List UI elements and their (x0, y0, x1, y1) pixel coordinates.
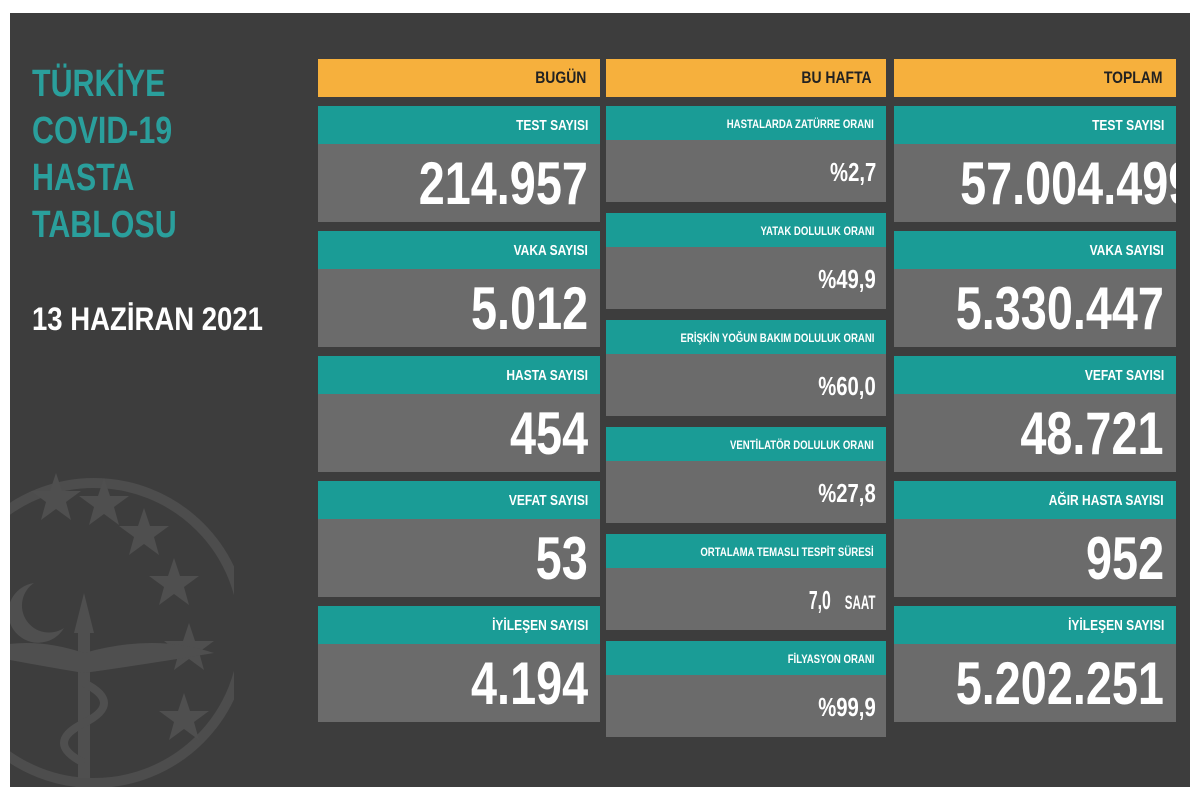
stat-value: 5.202.251 (894, 644, 1176, 722)
stat-value: 214.957 (318, 144, 600, 222)
stat-card: VEFAT SAYISI 48.721 (894, 356, 1176, 472)
stat-label: HASTA SAYISI (318, 356, 600, 394)
stat-label: VEFAT SAYISI (894, 356, 1176, 394)
rate-label: ORTALAMA TEMASLI TESPİT SÜRESİ (606, 534, 886, 568)
stat-value: 57.004.499 (894, 144, 1176, 222)
ministry-emblem-icon (10, 473, 234, 787)
stat-label: AĞIR HASTA SAYISI (894, 481, 1176, 519)
stat-label: TEST SAYISI (318, 106, 600, 144)
covid-table-board: TÜRKİYE COVID-19 HASTA TABLOSU 13 HAZİRA… (10, 13, 1190, 787)
stat-label: İYİLEŞEN SAYISI (894, 606, 1176, 644)
stat-card: İYİLEŞEN SAYISI 5.202.251 (894, 606, 1176, 722)
rate-card: ERİŞKİN YOĞUN BAKIM DOLULUK ORANI %60,0 (606, 320, 886, 416)
rate-value: %60,0 (606, 354, 886, 416)
title-line: TABLOSU (32, 204, 177, 246)
rate-label: VENTİLATÖR DOLULUK ORANI (606, 427, 886, 461)
stat-value: 454 (318, 394, 600, 472)
stat-label: VAKA SAYISI (318, 231, 600, 269)
stat-label: İYİLEŞEN SAYISI (318, 606, 600, 644)
rate-label: FİLYASYON ORANI (606, 641, 886, 675)
rate-label: HASTALARDA ZATÜRRE ORANI (606, 106, 886, 140)
stat-label: TEST SAYISI (894, 106, 1176, 144)
rate-value: %2,7 (606, 140, 886, 202)
today-header: BUGÜN (318, 59, 600, 97)
total-header: TOPLAM (894, 59, 1176, 97)
stat-card: VAKA SAYISI 5.012 (318, 231, 600, 347)
stat-value: 53 (318, 519, 600, 597)
rate-value: %27,8 (606, 461, 886, 523)
stat-value: 48.721 (894, 394, 1176, 472)
stat-value: 5.330.447 (894, 269, 1176, 347)
report-date: 13 HAZİRAN 2021 (32, 301, 263, 337)
stat-label: VAKA SAYISI (894, 231, 1176, 269)
page-title: TÜRKİYE COVID-19 HASTA TABLOSU (32, 61, 177, 249)
title-line: TÜRKİYE (32, 63, 166, 105)
stat-card: VEFAT SAYISI 53 (318, 481, 600, 597)
rate-label: YATAK DOLULUK ORANI (606, 213, 886, 247)
stat-value: 952 (894, 519, 1176, 597)
week-column: BU HAFTA HASTALARDA ZATÜRRE ORANI %2,7 Y… (606, 59, 886, 748)
rate-unit: SAAT (845, 593, 876, 614)
stat-card: HASTA SAYISI 454 (318, 356, 600, 472)
stat-label: VEFAT SAYISI (318, 481, 600, 519)
rate-value: %49,9 (606, 247, 886, 309)
stat-card: İYİLEŞEN SAYISI 4.194 (318, 606, 600, 722)
stat-card: AĞIR HASTA SAYISI 952 (894, 481, 1176, 597)
rate-card: YATAK DOLULUK ORANI %49,9 (606, 213, 886, 309)
rate-label: ERİŞKİN YOĞUN BAKIM DOLULUK ORANI (606, 320, 886, 354)
rate-number: 7,0 (809, 585, 832, 615)
stat-value: 5.012 (318, 269, 600, 347)
today-column: BUGÜN TEST SAYISI 214.957 VAKA SAYISI 5.… (318, 59, 600, 731)
rate-card: VENTİLATÖR DOLULUK ORANI %27,8 (606, 427, 886, 523)
total-column: TOPLAM TEST SAYISI 57.004.499 VAKA SAYIS… (894, 59, 1176, 731)
stat-card: TEST SAYISI 57.004.499 (894, 106, 1176, 222)
rate-value: 7,0 SAAT (606, 568, 886, 630)
stat-value: 4.194 (318, 644, 600, 722)
rate-value: %99,9 (606, 675, 886, 737)
title-line: COVID-19 (32, 110, 173, 152)
stat-card: VAKA SAYISI 5.330.447 (894, 231, 1176, 347)
rate-card: HASTALARDA ZATÜRRE ORANI %2,7 (606, 106, 886, 202)
stat-card: TEST SAYISI 214.957 (318, 106, 600, 222)
rate-card: FİLYASYON ORANI %99,9 (606, 641, 886, 737)
rate-card: ORTALAMA TEMASLI TESPİT SÜRESİ 7,0 SAAT (606, 534, 886, 630)
week-header: BU HAFTA (606, 59, 886, 97)
title-line: HASTA (32, 157, 135, 199)
